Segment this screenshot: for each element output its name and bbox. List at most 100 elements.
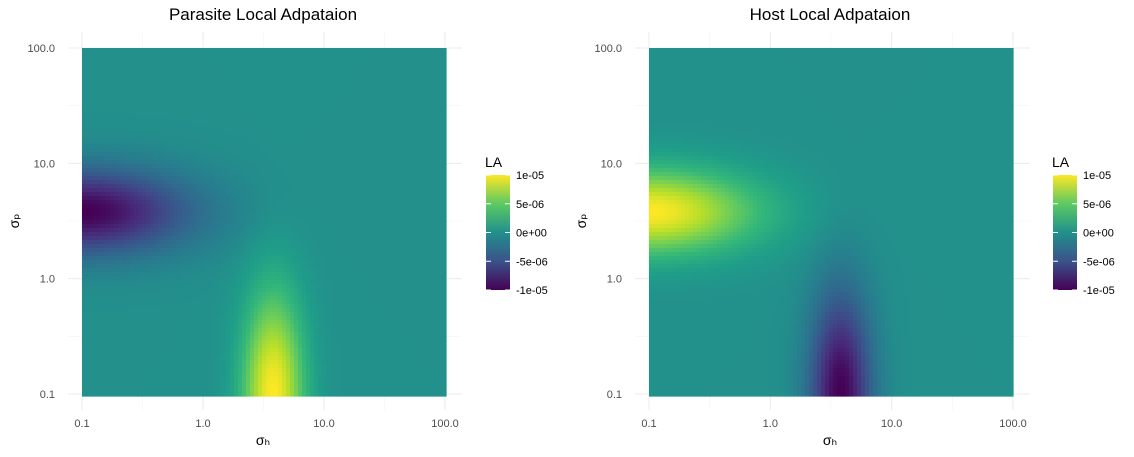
heat-cell xyxy=(414,64,419,69)
heat-cell xyxy=(158,188,163,193)
heat-cell xyxy=(310,216,315,221)
heat-cell xyxy=(210,124,215,129)
heat-cell xyxy=(414,144,419,149)
heat-cell xyxy=(242,196,247,201)
heat-cell xyxy=(106,144,111,149)
heat-cell xyxy=(138,200,143,205)
heat-cell xyxy=(222,148,227,153)
heat-cell xyxy=(146,220,151,225)
heat-cell xyxy=(122,136,127,141)
heat-cell xyxy=(426,116,431,121)
heat-cell xyxy=(386,168,391,173)
heat-cell xyxy=(226,228,231,233)
heat-cell xyxy=(274,176,279,181)
heat-cell xyxy=(150,172,155,177)
heat-cell xyxy=(174,168,179,173)
heat-cell xyxy=(346,68,351,73)
heat-cell xyxy=(358,176,363,181)
heat-cell xyxy=(298,248,303,253)
heat-cell xyxy=(342,140,347,145)
heat-cell xyxy=(246,188,251,193)
heat-cell xyxy=(210,116,215,121)
heat-cell xyxy=(350,172,355,177)
heat-cell xyxy=(138,196,143,201)
heat-cell xyxy=(182,92,187,97)
heat-cell xyxy=(266,188,271,193)
heat-cell xyxy=(138,68,143,73)
heat-cell xyxy=(106,228,111,233)
heat-cell xyxy=(394,124,399,129)
heat-cell xyxy=(86,176,91,181)
heat-cell xyxy=(390,244,395,249)
heat-cell xyxy=(82,168,87,173)
heat-cell xyxy=(346,108,351,113)
heat-cell xyxy=(386,216,391,221)
heat-cell xyxy=(122,188,127,193)
heat-cell xyxy=(98,124,103,129)
heat-cell xyxy=(222,216,227,221)
heat-cell xyxy=(306,244,311,249)
heat-cell xyxy=(318,260,323,265)
heat-cell xyxy=(398,124,403,129)
heat-cell xyxy=(342,88,347,93)
heat-cell xyxy=(206,48,211,53)
heat-cell xyxy=(286,260,291,265)
heat-cell xyxy=(302,136,307,141)
heat-cell xyxy=(414,116,419,121)
heat-cell xyxy=(290,136,295,141)
heat-cell xyxy=(130,244,135,249)
heat-cell xyxy=(386,128,391,133)
heat-cell xyxy=(302,248,307,253)
heat-cell xyxy=(142,208,147,213)
heat-cell xyxy=(94,84,99,89)
heat-cell xyxy=(114,204,119,209)
heat-cell xyxy=(250,172,255,177)
heat-cell xyxy=(438,256,443,261)
heat-cell xyxy=(94,264,99,269)
heat-cell xyxy=(134,264,139,269)
heat-cell xyxy=(394,176,399,181)
heat-cell xyxy=(206,68,211,73)
heat-cell xyxy=(250,52,255,57)
heat-cell xyxy=(426,156,431,161)
heat-cell xyxy=(354,104,359,109)
heat-cell xyxy=(394,84,399,89)
heat-cell xyxy=(270,244,275,249)
heat-cell xyxy=(130,144,135,149)
heat-cell xyxy=(262,264,267,269)
heat-cell xyxy=(186,116,191,121)
heat-cell xyxy=(146,116,151,121)
heat-cell xyxy=(158,84,163,89)
heat-cell xyxy=(218,204,223,209)
heat-cell xyxy=(418,72,423,77)
heat-cell xyxy=(398,208,403,213)
heat-cell xyxy=(254,92,259,97)
heat-cell xyxy=(246,204,251,209)
heat-cell xyxy=(226,128,231,133)
heat-cell xyxy=(382,76,387,81)
heat-cell xyxy=(350,100,355,105)
heat-cell xyxy=(330,52,335,57)
heat-cell xyxy=(282,180,287,185)
heat-cell xyxy=(366,240,371,245)
heat-cell xyxy=(402,260,407,265)
heat-cell xyxy=(426,232,431,237)
heat-cell xyxy=(222,156,227,161)
heat-cell xyxy=(354,164,359,169)
heat-cell xyxy=(370,48,375,53)
heat-cell xyxy=(278,136,283,141)
heat-cell xyxy=(330,112,335,117)
heat-cell xyxy=(110,84,115,89)
heat-cell xyxy=(150,208,155,213)
heat-cell xyxy=(338,264,343,269)
heat-cell xyxy=(350,200,355,205)
heat-cell xyxy=(182,220,187,225)
heat-cell xyxy=(150,64,155,69)
heat-cell xyxy=(242,160,247,165)
heat-cell xyxy=(118,88,123,93)
heat-cell xyxy=(262,128,267,133)
heat-cell xyxy=(98,84,103,89)
heat-cell xyxy=(398,244,403,249)
heat-cell xyxy=(294,244,299,249)
heat-cell xyxy=(150,132,155,137)
